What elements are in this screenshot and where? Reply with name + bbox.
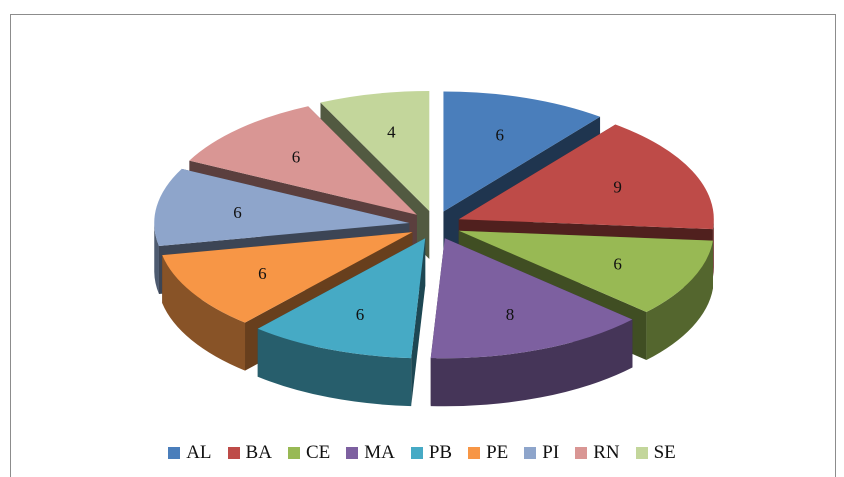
legend-item-pe: PE bbox=[468, 442, 508, 464]
data-label-pe: 6 bbox=[258, 264, 267, 283]
legend-item-se: SE bbox=[635, 442, 676, 464]
data-label-al: 6 bbox=[495, 125, 504, 144]
data-label-rn: 6 bbox=[292, 147, 301, 166]
data-label-se: 4 bbox=[387, 122, 396, 141]
legend-label-pi: PI bbox=[542, 442, 560, 463]
frame-border-left bbox=[10, 14, 11, 477]
pie-slice-rim-pb-0 bbox=[257, 328, 412, 407]
pie-slice-top-pi bbox=[154, 168, 410, 247]
legend-item-ba: BA bbox=[227, 442, 272, 464]
legend-item-ce: CE bbox=[287, 442, 331, 464]
data-label-ba: 9 bbox=[613, 177, 622, 196]
legend-swatch-ce bbox=[287, 447, 300, 459]
legend-swatch-ba bbox=[227, 447, 240, 459]
legend-label-pe: PE bbox=[486, 442, 509, 463]
legend: AL BA CE MA PB PE PI RN bbox=[0, 440, 844, 466]
legend-item-rn: RN bbox=[575, 442, 620, 464]
pie-slice-top-ma bbox=[430, 238, 633, 359]
data-label-pi: 6 bbox=[233, 203, 242, 222]
pie-slice-rim-ba-0 bbox=[712, 219, 714, 278]
legend-swatch-ma bbox=[346, 447, 359, 459]
legend-item-al: AL bbox=[168, 442, 212, 464]
legend-label-ma: MA bbox=[364, 442, 395, 463]
pie-slice-ma: 8 bbox=[430, 238, 633, 407]
legend-item-pi: PI bbox=[524, 442, 559, 464]
pie-slice-top-al bbox=[443, 91, 601, 212]
legend-label-al: AL bbox=[186, 442, 212, 463]
legend-item-ma: MA bbox=[346, 442, 395, 464]
pie-slice-rim-ma-0 bbox=[430, 319, 633, 407]
pie-slice-top-se bbox=[320, 91, 430, 212]
legend-swatch-pi bbox=[524, 447, 537, 459]
pie-slice-rim-pi-0 bbox=[154, 223, 159, 295]
data-label-pb: 6 bbox=[356, 305, 365, 324]
legend-swatch-se bbox=[635, 447, 648, 459]
pie-slice-top-pb bbox=[257, 238, 426, 359]
frame-border-right bbox=[835, 14, 836, 477]
legend-label-se: SE bbox=[653, 442, 676, 463]
legend-swatch-rn bbox=[575, 447, 588, 459]
pie-slice-pb: 6 bbox=[257, 238, 426, 407]
pie-slice-top-pe bbox=[162, 232, 413, 323]
pie-slice-rim-pe-0 bbox=[162, 255, 246, 371]
pie-slice-top-ba bbox=[458, 124, 714, 230]
legend-swatch-al bbox=[168, 447, 181, 459]
legend-item-pb: PB bbox=[410, 442, 453, 464]
legend-label-pb: PB bbox=[428, 442, 453, 463]
legend-label-ce: CE bbox=[305, 442, 331, 463]
pie-slice-top-rn bbox=[189, 106, 417, 215]
data-label-ma: 8 bbox=[506, 305, 515, 324]
frame-border-top bbox=[10, 14, 836, 15]
legend-swatch-pb bbox=[410, 447, 423, 459]
data-label-ce: 6 bbox=[613, 255, 622, 274]
pie-slice-top-ce bbox=[458, 230, 713, 313]
legend-label-ba: BA bbox=[245, 442, 272, 463]
legend-swatch-pe bbox=[468, 447, 481, 459]
pie-slice-rim-ce-0 bbox=[646, 240, 713, 361]
legend-label-rn: RN bbox=[593, 442, 620, 463]
